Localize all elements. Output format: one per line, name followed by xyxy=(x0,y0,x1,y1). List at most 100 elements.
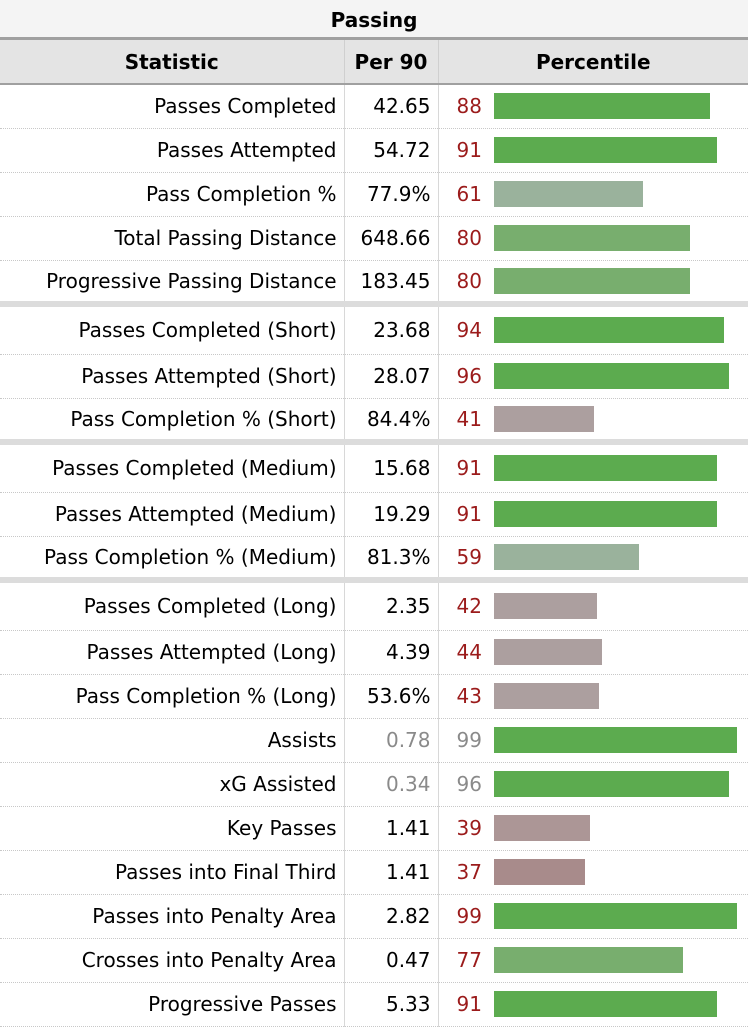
percentile-bar xyxy=(493,543,639,570)
per90-value: 54.72 xyxy=(344,128,439,173)
percentile-cell: 59 xyxy=(438,536,748,581)
per90-value: 2.82 xyxy=(344,894,439,939)
percentile-value: 37 xyxy=(456,860,482,884)
percentile-value: 99 xyxy=(456,728,482,752)
table-row: Passes into Penalty Area 2.82 99 xyxy=(0,894,748,939)
percentile-bar xyxy=(493,363,729,389)
stat-name: Passes Attempted xyxy=(0,128,345,173)
percentile-value: 94 xyxy=(456,318,482,343)
percentile-value: 96 xyxy=(456,364,482,388)
percentile-value: 77 xyxy=(456,948,482,972)
per90-value: 53.6% xyxy=(344,674,439,719)
percentile-value: 44 xyxy=(456,640,482,664)
per90-value: 19.29 xyxy=(344,492,439,537)
stat-name: Passes Attempted (Short) xyxy=(0,354,345,399)
table-row: Assists 0.78 99 xyxy=(0,718,748,763)
percentile-cell: 91 xyxy=(438,439,748,493)
table-row: Total Passing Distance 648.66 80 xyxy=(0,216,748,261)
percentile-bar xyxy=(493,267,690,294)
per90-value: 28.07 xyxy=(344,354,439,399)
stat-name: Passes Completed xyxy=(0,84,345,129)
table-row: Passes Completed (Short) 23.68 94 xyxy=(0,301,748,355)
stat-name: xG Assisted xyxy=(0,762,345,807)
stat-name: Total Passing Distance xyxy=(0,216,345,261)
table-row: Passes Completed (Medium) 15.68 91 xyxy=(0,439,748,493)
percentile-value: 99 xyxy=(456,904,482,928)
percentile-value: 91 xyxy=(456,138,482,162)
stat-name: Passes Completed (Short) xyxy=(0,301,345,355)
percentile-cell: 88 xyxy=(438,84,748,129)
per90-value: 15.68 xyxy=(344,439,439,493)
stat-name: Passes Completed (Long) xyxy=(0,577,345,631)
percentile-bar xyxy=(493,93,710,120)
percentile-bar xyxy=(493,771,729,797)
per90-value: 1.41 xyxy=(344,806,439,851)
table-row: Pass Completion % (Short) 84.4% 41 xyxy=(0,398,748,443)
stat-name: Pass Completion % (Short) xyxy=(0,398,345,443)
percentile-cell: 99 xyxy=(438,894,748,939)
per90-value: 77.9% xyxy=(344,172,439,217)
percentile-value: 41 xyxy=(456,406,482,431)
table-row: Passes Completed 42.65 88 xyxy=(0,84,748,129)
percentile-cell: 41 xyxy=(438,398,748,443)
percentile-cell: 42 xyxy=(438,577,748,631)
table-row: Passes Attempted (Short) 28.07 96 xyxy=(0,354,748,399)
percentile-cell: 91 xyxy=(438,128,748,173)
percentile-bar xyxy=(493,815,590,841)
table-row: Pass Completion % 77.9% 61 xyxy=(0,172,748,217)
per90-value: 42.65 xyxy=(344,84,439,129)
percentile-bar xyxy=(493,181,643,207)
percentile-value: 43 xyxy=(456,684,482,708)
percentile-value: 61 xyxy=(456,182,482,206)
stat-name: Crosses into Penalty Area xyxy=(0,938,345,983)
table-row: Passes Attempted 54.72 91 xyxy=(0,128,748,173)
percentile-value: 59 xyxy=(456,544,482,569)
percentile-bar xyxy=(493,455,717,482)
percentile-cell: 39 xyxy=(438,806,748,851)
percentile-bar xyxy=(493,317,724,344)
stat-name: Progressive Passing Distance xyxy=(0,260,345,305)
percentile-cell: 80 xyxy=(438,216,748,261)
percentile-bar xyxy=(493,639,602,665)
percentile-value: 88 xyxy=(456,94,482,119)
percentile-value: 96 xyxy=(456,772,482,796)
percentile-cell: 91 xyxy=(438,492,748,537)
stat-name: Assists xyxy=(0,718,345,763)
stat-name: Progressive Passes xyxy=(0,982,345,1027)
stat-name: Passes Attempted (Medium) xyxy=(0,492,345,537)
percentile-cell: 43 xyxy=(438,674,748,719)
stat-name: Passes Completed (Medium) xyxy=(0,439,345,493)
per90-value: 0.34 xyxy=(344,762,439,807)
table-row: Passes Attempted (Medium) 19.29 91 xyxy=(0,492,748,537)
stat-name: Pass Completion % xyxy=(0,172,345,217)
percentile-bar xyxy=(493,727,737,753)
per90-value: 1.41 xyxy=(344,850,439,895)
per90-value: 81.3% xyxy=(344,536,439,581)
passing-table: Statistic Per 90 Percentile Passes Compl… xyxy=(0,40,748,1027)
table-row: Progressive Passing Distance 183.45 80 xyxy=(0,260,748,305)
percentile-bar xyxy=(493,405,594,432)
percentile-cell: 80 xyxy=(438,260,748,305)
percentile-cell: 96 xyxy=(438,762,748,807)
per90-value: 183.45 xyxy=(344,260,439,305)
percentile-cell: 91 xyxy=(438,982,748,1027)
per90-value: 4.39 xyxy=(344,630,439,675)
per90-value: 2.35 xyxy=(344,577,439,631)
percentile-value: 39 xyxy=(456,816,482,840)
per90-value: 648.66 xyxy=(344,216,439,261)
stat-name: Key Passes xyxy=(0,806,345,851)
percentile-cell: 44 xyxy=(438,630,748,675)
percentile-cell: 99 xyxy=(438,718,748,763)
per90-value: 0.78 xyxy=(344,718,439,763)
percentile-bar xyxy=(493,903,737,929)
header-percentile[interactable]: Percentile xyxy=(438,40,748,85)
table-row: xG Assisted 0.34 96 xyxy=(0,762,748,807)
percentile-bar xyxy=(493,593,597,620)
header-statistic[interactable]: Statistic xyxy=(0,40,345,85)
table-row: Passes Attempted (Long) 4.39 44 xyxy=(0,630,748,675)
table-row: Key Passes 1.41 39 xyxy=(0,806,748,851)
stat-name: Pass Completion % (Long) xyxy=(0,674,345,719)
table-title: Passing xyxy=(0,0,748,40)
header-per90[interactable]: Per 90 xyxy=(344,40,439,85)
